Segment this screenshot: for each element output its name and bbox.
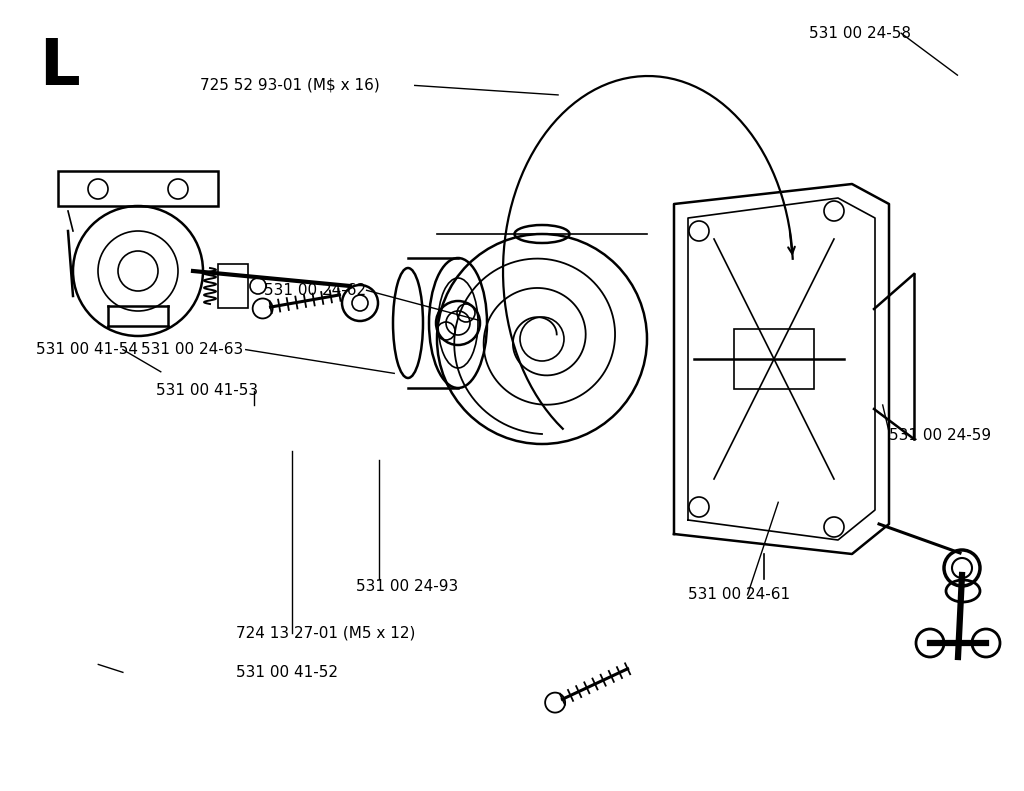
Text: 531 00 41-54: 531 00 41-54 [36, 343, 138, 357]
Text: 531 00 24-58: 531 00 24-58 [809, 26, 911, 40]
Text: 531 00 41-52: 531 00 41-52 [236, 665, 338, 679]
Text: 725 52 93-01 (M$ x 16): 725 52 93-01 (M$ x 16) [200, 78, 380, 93]
Text: 531 00 24-61: 531 00 24-61 [688, 588, 791, 602]
Bar [58, 171, 218, 206]
Text: 531 00 24-63: 531 00 24-63 [141, 343, 244, 357]
Text: 531 00 24-59: 531 00 24-59 [889, 428, 991, 442]
Text: 724 13 27-01 (M5 x 12): 724 13 27-01 (M5 x 12) [236, 626, 415, 640]
Text: 531 00 41-53: 531 00 41-53 [156, 384, 258, 398]
Text: 531 00 24-62: 531 00 24-62 [264, 283, 367, 297]
Text: L: L [39, 36, 80, 97]
Bar [218, 264, 248, 308]
Bar [734, 329, 814, 389]
Text: 531 00 24-93: 531 00 24-93 [356, 580, 459, 594]
